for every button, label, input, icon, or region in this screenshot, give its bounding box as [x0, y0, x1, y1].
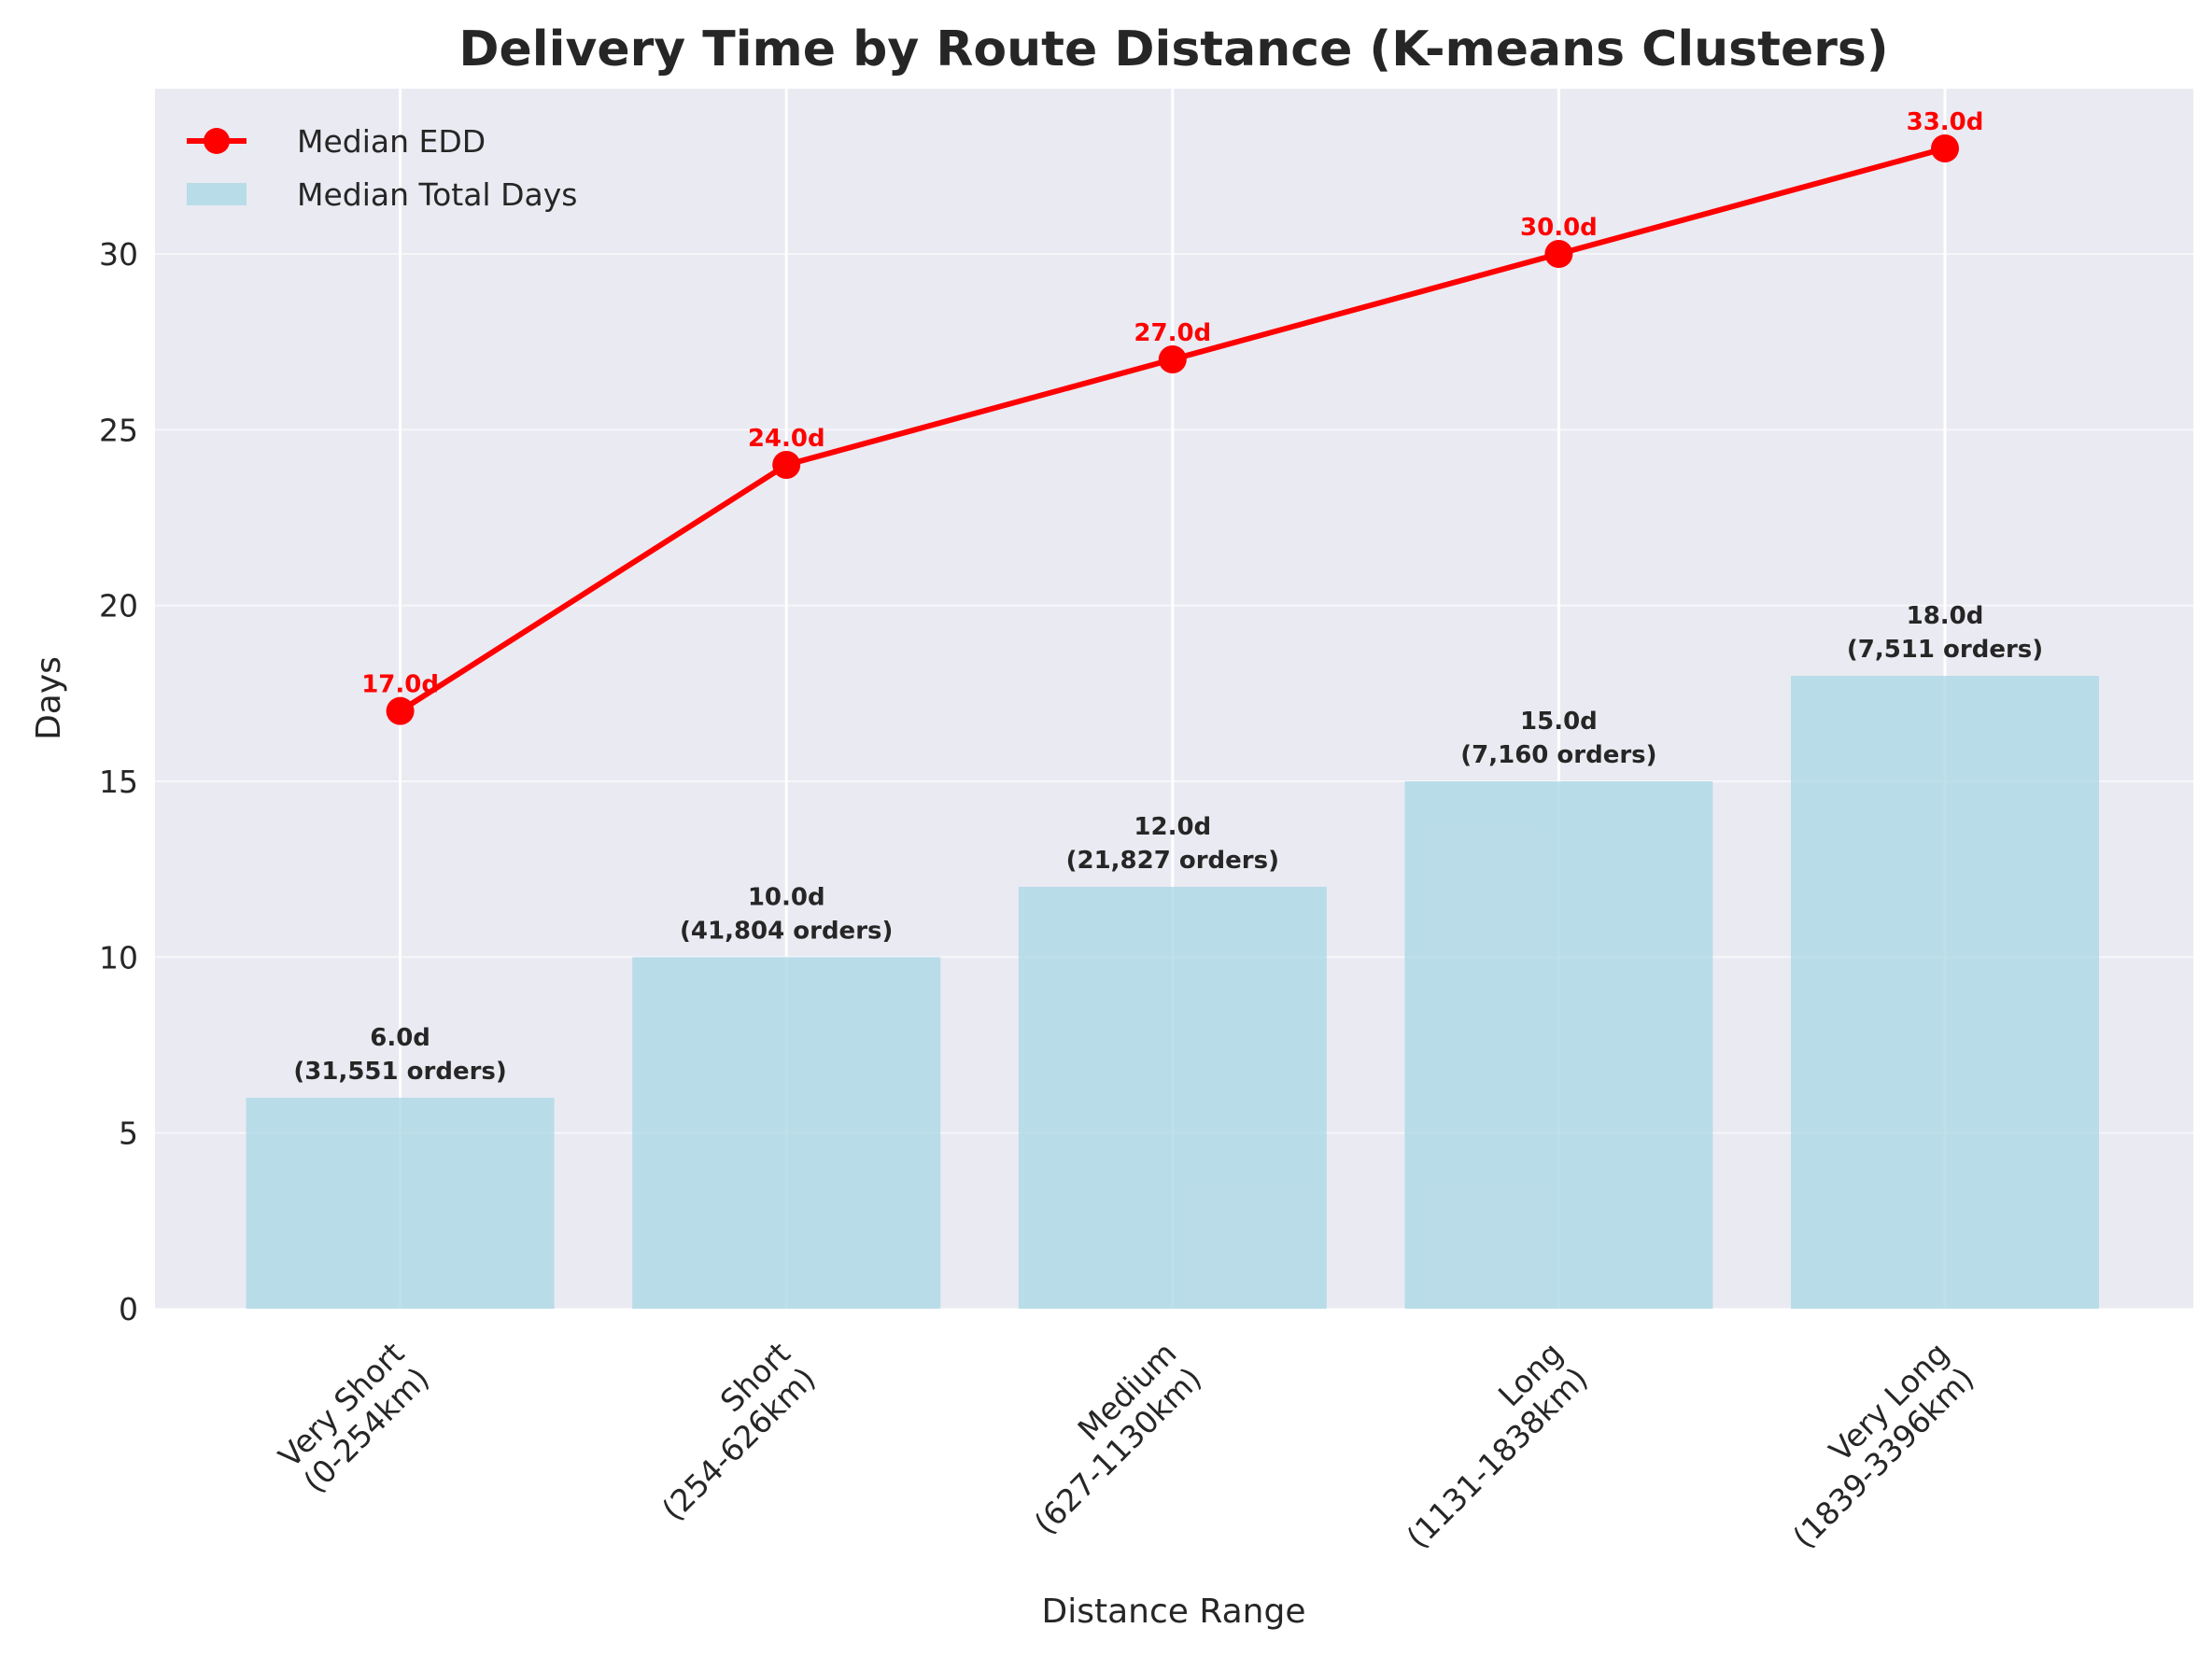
x-tick-label: Very Short(0-254km) — [271, 1335, 436, 1500]
edd-point — [386, 696, 415, 725]
line-layer — [386, 134, 1959, 725]
bar-layer — [246, 676, 2099, 1309]
edd-data-label: 24.0d — [748, 425, 825, 453]
x-tick-label: Medium(627-1130km) — [1002, 1335, 1208, 1541]
edd-point — [1158, 345, 1187, 374]
edd-data-label: 33.0d — [1907, 108, 1984, 136]
y-tick-label: 20 — [99, 588, 138, 625]
edd-point — [1544, 240, 1573, 269]
bar-data-label: 18.0d (7,511 orders) — [1847, 602, 2043, 664]
edd-point — [772, 451, 801, 480]
x-tick-label: Short(254-626km) — [629, 1335, 823, 1527]
legend-bar-label: Median Total Days — [297, 176, 577, 213]
bar-data-label: 6.0d (31,551 orders) — [293, 1024, 506, 1086]
x-tick-label: Very Long(1839-3396km) — [1760, 1335, 1980, 1555]
bar — [632, 957, 941, 1309]
bar — [1791, 676, 2099, 1309]
x-tick-text: Long(1131-1838km) — [1374, 1335, 1595, 1555]
y-tick-label: 10 — [99, 939, 138, 975]
edd-data-label: 30.0d — [1520, 214, 1598, 242]
bar-data-label: 10.0d (41,804 orders) — [680, 883, 893, 945]
x-tick-text: Very Short(0-254km) — [271, 1335, 436, 1500]
x-tick-text: Medium(627-1130km) — [1002, 1335, 1208, 1541]
x-tick-label: Long(1131-1838km) — [1374, 1335, 1595, 1555]
y-tick-label: 15 — [99, 764, 138, 800]
legend-edd-label: Median EDD — [297, 123, 486, 160]
x-tick-text: Very Long(1839-3396km) — [1760, 1335, 1980, 1555]
edd-point — [1931, 134, 1959, 163]
chart-title: Delivery Time by Route Distance (K-means… — [458, 21, 1888, 77]
bar-data-label: 12.0d (21,827 orders) — [1066, 813, 1279, 875]
legend-edd-marker — [204, 128, 230, 154]
edd-data-label: 17.0d — [361, 671, 439, 699]
y-axis-label: Days — [30, 656, 68, 740]
x-tick-text: Short(254-626km) — [629, 1335, 822, 1527]
y-tick-label: 5 — [119, 1116, 138, 1152]
bar-data-label: 15.0d (7,160 orders) — [1460, 708, 1656, 769]
bar — [1018, 887, 1327, 1309]
y-tick-label: 30 — [99, 236, 138, 273]
edd-data-label: 27.0d — [1134, 319, 1211, 347]
x-axis-label: Distance Range — [1042, 1593, 1306, 1631]
y-tick-label: 0 — [119, 1291, 138, 1327]
bar — [246, 1098, 555, 1309]
bar — [1404, 781, 1713, 1309]
legend: Median EDD Median Total Days — [187, 123, 577, 213]
legend-bar-swatch — [187, 183, 247, 205]
label-layer: 6.0d (31,551 orders) 10.0d (41,804 orders) 1… — [293, 108, 2043, 1086]
y-tick-label: 25 — [99, 412, 138, 448]
